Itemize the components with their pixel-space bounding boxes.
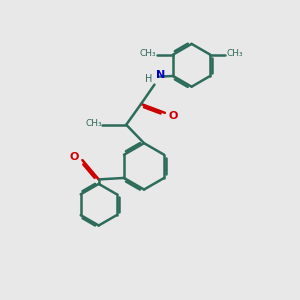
Text: CH₃: CH₃: [226, 49, 243, 58]
Text: O: O: [69, 152, 79, 162]
Text: H: H: [145, 74, 152, 84]
Text: CH₃: CH₃: [86, 119, 102, 128]
Text: CH₃: CH₃: [140, 49, 156, 58]
Text: N: N: [156, 70, 165, 80]
Text: O: O: [169, 111, 178, 121]
